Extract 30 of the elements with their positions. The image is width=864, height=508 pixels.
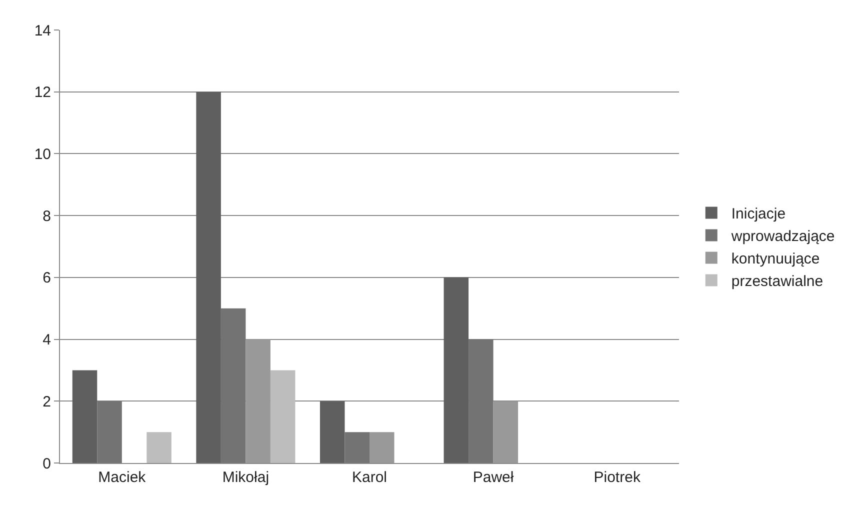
- bar: [72, 370, 98, 463]
- x-tick-label: Paweł: [472, 469, 514, 486]
- y-tick-label: 12: [34, 84, 51, 102]
- bar: [344, 432, 370, 463]
- bar: [493, 401, 518, 463]
- legend-label: kontynuujące: [731, 250, 820, 268]
- legend-label: przestawialne: [731, 273, 824, 290]
- bar: [444, 277, 469, 463]
- y-tick-label: 6: [42, 270, 51, 287]
- legend-label: wprowadzające: [730, 228, 835, 246]
- x-tick-label: Mikołaj: [222, 469, 270, 486]
- y-tick-label: 0: [42, 455, 51, 472]
- x-tick-label: Maciek: [98, 469, 146, 486]
- x-tick-label: Piotrek: [594, 469, 641, 486]
- legend-label: Inicjacje: [731, 206, 786, 223]
- bar: [320, 401, 345, 463]
- bar: [97, 401, 122, 463]
- bar: [370, 432, 394, 463]
- y-tick-label: 2: [42, 393, 51, 410]
- x-tick-label: Karol: [352, 469, 388, 486]
- bar: [468, 339, 494, 463]
- y-tick-label: 8: [42, 208, 51, 225]
- y-tick-label: 14: [34, 22, 51, 40]
- bar: [146, 432, 172, 463]
- y-tick-label: 4: [42, 332, 51, 349]
- bar: [246, 339, 270, 463]
- y-tick-label: 10: [34, 146, 51, 163]
- bar: [196, 92, 221, 463]
- bar: [220, 308, 246, 463]
- bar: [270, 370, 296, 463]
